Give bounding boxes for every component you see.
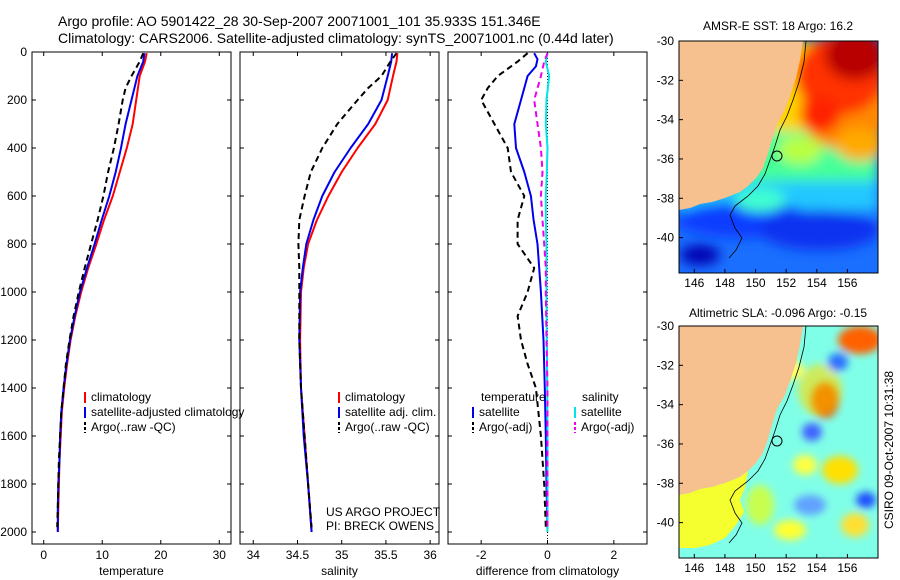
legend-entry: climatology <box>345 390 405 404</box>
salinity-plot-frame <box>239 51 440 545</box>
map-x-tick-label: 150 <box>746 276 766 290</box>
y-tick-label: 1600 <box>0 429 27 443</box>
sla-map <box>679 326 878 558</box>
y-tick-label: 1200 <box>0 333 27 347</box>
legend-entry: satellite <box>581 405 622 419</box>
map-title: Altimetric SLA: -0.096 Argo: -0.15 <box>689 306 867 320</box>
map-x-tick-label: 152 <box>776 276 796 290</box>
legend-entry: satellite-adjusted climatology <box>91 405 244 419</box>
map-y-tick-label: -34 <box>657 398 675 412</box>
map-y-tick-label: -34 <box>657 113 675 127</box>
x-axis-label: salinity <box>321 564 358 578</box>
map-y-tick-label: -30 <box>657 319 675 333</box>
map-y-tick-label: -32 <box>657 358 675 372</box>
map-x-tick-label: 152 <box>776 561 796 575</box>
temperature-plot-frame <box>31 51 232 545</box>
y-tick-label: 600 <box>7 189 27 203</box>
pi-annotation: PI: BRECK OWENS <box>326 519 434 533</box>
legend-entry: Argo(-adj) <box>581 420 634 434</box>
x-tick-label: 10 <box>96 548 110 562</box>
series-group-temperature <box>56 52 148 533</box>
x-tick-label: 0 <box>40 548 47 562</box>
map-x-tick-label: 150 <box>746 561 766 575</box>
sst-map-contour <box>728 41 807 259</box>
x-tick-label: 36 <box>423 548 437 562</box>
x-tick-label: 34.5 <box>286 548 310 562</box>
sst-map-land <box>679 41 803 210</box>
series-line <box>480 52 547 528</box>
legend-header-temperature: temperature <box>481 390 546 404</box>
y-tick-label: 400 <box>7 141 27 155</box>
map-y-tick-label: -36 <box>657 152 675 166</box>
y-tick-label: 1400 <box>0 381 27 395</box>
map-x-tick-label: 154 <box>807 276 827 290</box>
map-y-tick-label: -38 <box>657 476 675 490</box>
map-x-tick-label: 146 <box>684 561 704 575</box>
map-y-tick-label: -32 <box>657 73 675 87</box>
series-line <box>533 52 549 528</box>
plot-title-line-1: Argo profile: AO 5901422_28 30-Sep-2007 … <box>58 13 541 29</box>
legend-entry: satellite adj. clim. <box>345 405 436 419</box>
x-axis-label: difference from climatology <box>476 564 619 578</box>
map-x-tick-label: 156 <box>837 561 857 575</box>
map-y-tick-label: -40 <box>657 516 675 530</box>
x-axis-label: temperature <box>99 564 164 578</box>
legend-entry: climatology <box>91 390 151 404</box>
map-x-tick-label: 148 <box>715 561 735 575</box>
legend-entry: Argo(..raw -QC) <box>91 420 176 434</box>
series-line <box>513 52 549 533</box>
y-tick-label: 1800 <box>0 477 27 491</box>
legend-entry: satellite <box>479 405 520 419</box>
argo-float-marker-sst <box>771 150 783 162</box>
x-tick-label: 20 <box>154 548 168 562</box>
map-x-tick-label: 156 <box>837 276 857 290</box>
x-tick-label: 35 <box>335 548 349 562</box>
series-group-salinity <box>297 52 399 533</box>
argo-float-marker-sla <box>771 435 783 447</box>
footer-timestamp: CSIRO 09-Oct-2007 10:31:38 <box>882 371 896 529</box>
y-tick-label: 200 <box>7 93 27 107</box>
x-tick-label: 35.5 <box>374 548 398 562</box>
x-tick-label: 34 <box>247 548 261 562</box>
sla-map-land <box>679 326 803 495</box>
x-tick-label: -2 <box>476 548 487 562</box>
series-line <box>56 52 145 528</box>
legend-entry: Argo(..raw -QC) <box>345 420 430 434</box>
project-annotation: US ARGO PROJECT <box>326 505 441 519</box>
map-x-tick-label: 154 <box>807 561 827 575</box>
map-y-tick-label: -40 <box>657 231 675 245</box>
map-y-tick-label: -30 <box>657 34 675 48</box>
map-y-tick-label: -36 <box>657 437 675 451</box>
x-tick-label: 30 <box>213 548 227 562</box>
series-line <box>297 52 398 528</box>
map-x-tick-label: 146 <box>684 276 704 290</box>
y-tick-label: 2000 <box>0 525 27 539</box>
map-title: AMSR-E SST: 18 Argo: 16.2 <box>703 19 853 33</box>
y-tick-label: 0 <box>20 45 27 59</box>
map-x-tick-label: 148 <box>715 276 735 290</box>
sla-map-frame <box>678 325 879 559</box>
sla-map-coastal-shelf <box>679 471 748 548</box>
plot-title-line-2: Climatology: CARS2006. Satellite-adjuste… <box>58 30 614 46</box>
legend-entry: Argo(-adj) <box>479 420 532 434</box>
sla-map-contour <box>728 326 807 544</box>
sst-map <box>679 41 878 273</box>
legend-header-salinity: salinity <box>582 390 619 404</box>
series-group-difference <box>480 52 551 533</box>
y-tick-label: 1000 <box>0 285 27 299</box>
x-tick-label: 0 <box>544 548 551 562</box>
y-tick-label: 800 <box>7 237 27 251</box>
x-tick-label: 2 <box>610 548 617 562</box>
map-y-tick-label: -38 <box>657 191 675 205</box>
sst-map-frame <box>678 40 879 274</box>
